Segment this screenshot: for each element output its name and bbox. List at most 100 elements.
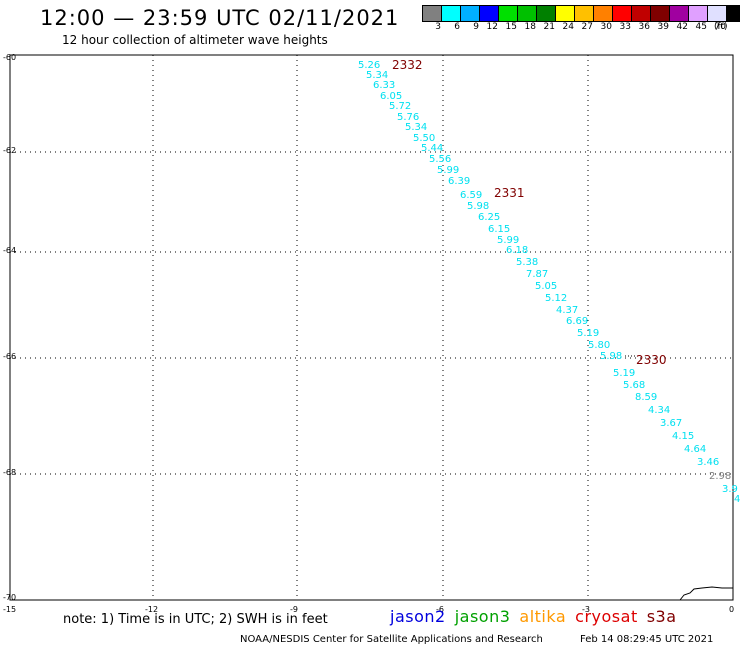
latitude-tick-label: -64 [3,246,16,255]
track-time-label: 2330 [636,353,667,367]
color-swatch [670,6,689,21]
coastline [679,586,733,601]
track-time-label: 2331 [494,186,525,200]
wave-height-value: 5.68 [623,380,645,391]
color-scale-labels: 3 6 9 12 15 18 21 24 27 30 33 36 39 42 45 70 [422,22,726,32]
satellite-legend-jason2: jason2 [390,607,446,626]
color-swatch [575,6,594,21]
longitude-tick-label: -15 [3,605,16,614]
color-swatch [537,6,556,21]
color-scale-label: 21 [543,22,555,32]
map-title: 12:00 — 23:59 UTC 02/11/2021 [40,6,400,30]
color-scale-label: 33 [619,22,631,32]
color-scale-label: 6 [454,22,460,32]
wave-height-value: 3.9 [722,484,738,495]
wave-height-value: 5.76 [397,112,419,123]
color-scale-label: 42 [676,22,688,32]
color-scale-label: 36 [638,22,650,32]
wave-height-value: 6.59 [460,190,482,201]
color-scale-label: 24 [562,22,574,32]
satellite-legend-altika: altika [519,607,567,626]
longitude-tick-label: -9 [290,605,298,614]
wave-height-value: 5.05 [535,281,557,292]
axis-tick-labels: -60 -62 -64 -66 -68 -70 -15 -12 -9 -6 -3 0 [3,53,734,614]
coastline-path [679,586,733,601]
wave-height-value: 7.87 [526,269,548,280]
color-scale-unit: (ft) [714,22,728,32]
wave-height-value: 6.33 [373,80,395,91]
color-swatch [727,6,740,21]
wave-height-value: 5.34 [366,70,388,81]
satellite-legend-cryosat: cryosat [575,607,638,626]
color-scale-label: 45 [695,22,707,32]
wave-height-value: 4.64 [684,444,706,455]
color-scale-label: 12 [486,22,498,32]
color-swatch [613,6,632,21]
wave-height-value: 5.12 [545,293,567,304]
color-swatch [594,6,613,21]
map-grid [9,54,734,601]
wave-height-value: 5.98 [467,201,489,212]
wave-height-value: 4.37 [556,305,578,316]
color-scale-label: 27 [581,22,593,32]
latitude-tick-label: -62 [3,146,16,155]
wave-height-value: 5.19 [613,368,635,379]
longitude-tick-label: 0 [729,605,734,614]
wave-height-value: 5.98 [600,351,622,362]
wave-height-value: 3.46 [697,457,719,468]
wave-height-value: 5.80 [588,340,610,351]
color-swatch [556,6,575,21]
wave-height-value: 5.50 [413,133,435,144]
satellite-legend-s3a: s3a [646,607,677,626]
wave-height-value: 4.15 [672,431,694,442]
latitude-tick-label: -66 [3,352,16,361]
wave-height-value: 6.15 [488,224,510,235]
wave-height-value: 5.99 [437,165,459,176]
color-swatch [461,6,480,21]
track-time-label: 2332 [392,58,423,72]
color-scale-label: 15 [505,22,517,32]
color-swatch [442,6,461,21]
wave-height-value: 4 [734,494,740,505]
wave-height-color-scale [422,5,740,22]
wave-height-value: 4.34 [648,405,670,416]
wave-height-value: 6.25 [478,212,500,223]
color-scale-label: 30 [600,22,612,32]
map-subtitle: 12 hour collection of altimeter wave hei… [62,33,328,47]
wave-height-value: 8.59 [635,392,657,403]
footer-credit: NOAA/NESDIS Center for Satellite Applica… [240,634,543,645]
color-swatch [708,6,727,21]
color-swatch [632,6,651,21]
color-scale-label: 9 [473,22,479,32]
color-swatch [499,6,518,21]
footer-timestamp: Feb 14 08:29:45 UTC 2021 [580,634,714,645]
wave-height-value: 5.19 [577,328,599,339]
wave-height-value: 5.99 [497,235,519,246]
latitude-tick-label: -70 [3,593,16,602]
wave-height-value: 6.39 [448,176,470,187]
wave-height-value: 5.26 [358,60,380,71]
wave-height-value: 6.05 [380,91,402,102]
footnote: note: 1) Time is in UTC; 2) SWH is in fe… [63,612,328,627]
satellite-legend-jason3: jason3 [454,607,511,626]
wave-height-value: 6.18 [506,245,528,256]
latitude-tick-label: -68 [3,468,16,477]
color-scale-label: 39 [657,22,669,32]
wave-height-value: 2.98 [709,471,731,482]
longitude-tick-label: -6 [436,605,444,614]
wave-height-value: 5.38 [516,257,538,268]
wave-height-value: 6.69 [566,316,588,327]
wave-height-value: 5.72 [389,101,411,112]
color-scale-label: 3 [435,22,441,32]
color-scale-label: 18 [524,22,536,32]
satellite-legend: jason2 jason3 altika cryosat s3a [390,607,686,626]
longitude-tick-label: -12 [145,605,158,614]
wave-height-value: 5.56 [429,154,451,165]
longitude-tick-label: -3 [582,605,590,614]
wave-height-value: 3.67 [660,418,682,429]
map-border [9,54,734,601]
wave-height-value: 5.34 [405,122,427,133]
color-swatch [651,6,670,21]
latitude-tick-label: -60 [3,53,16,62]
